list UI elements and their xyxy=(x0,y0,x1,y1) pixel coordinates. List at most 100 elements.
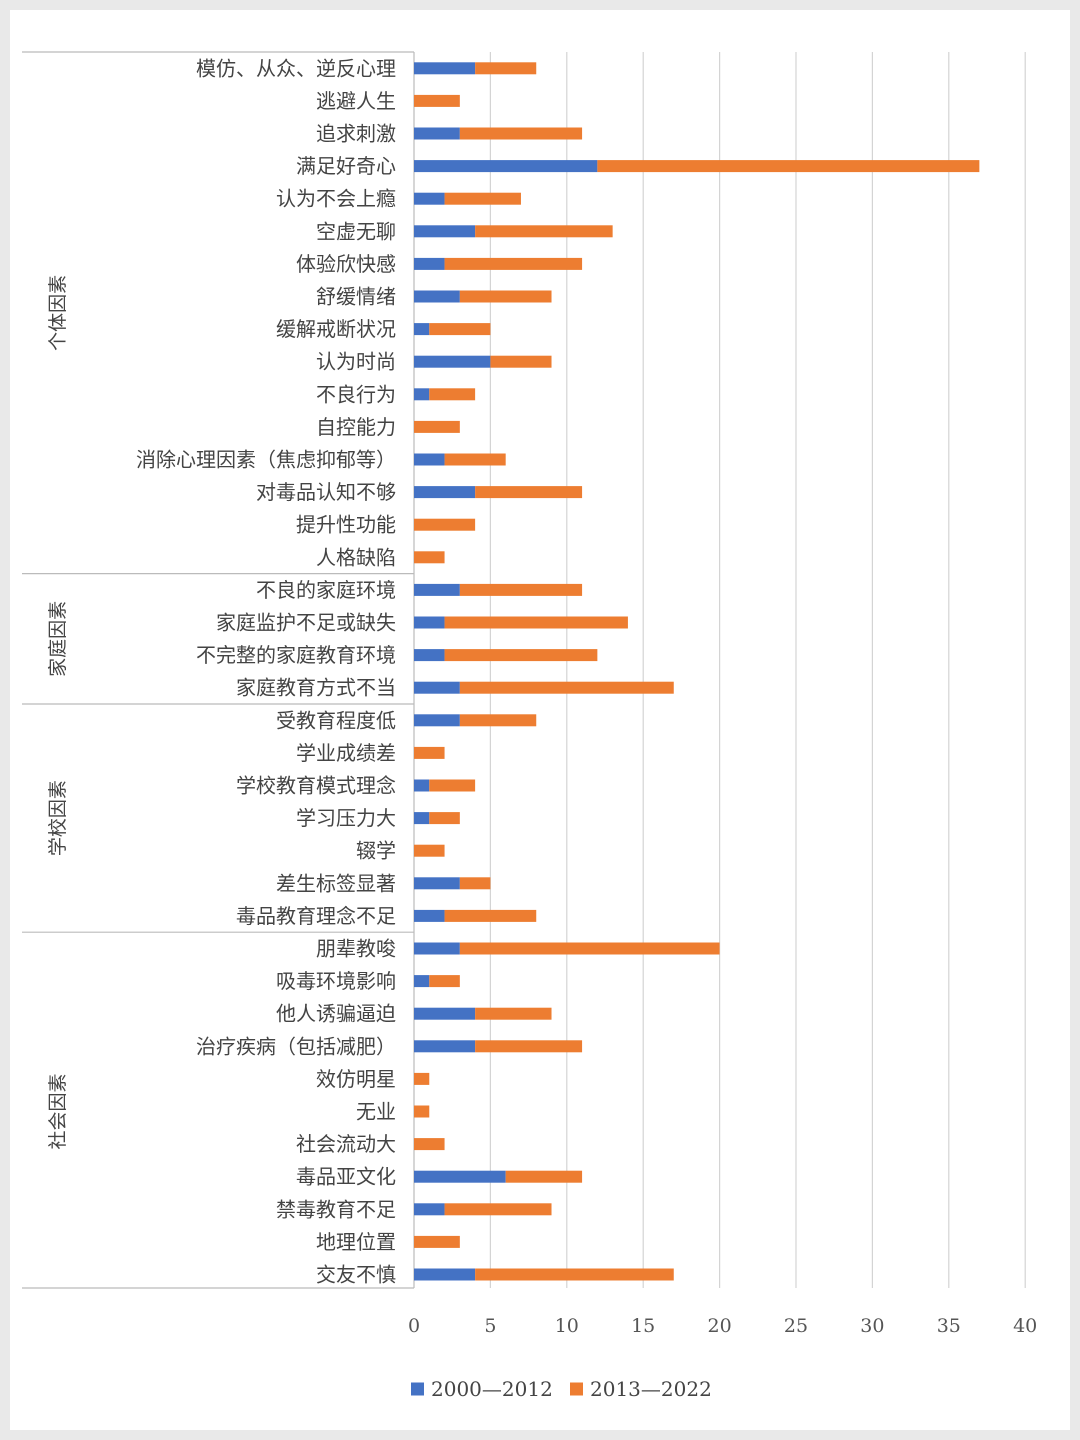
gridlines xyxy=(489,52,1026,1288)
category-label: 受教育程度低 xyxy=(276,708,396,732)
category-label: 学习压力大 xyxy=(296,806,396,830)
bar-2013-2022 xyxy=(459,681,674,694)
bar-2013-2022 xyxy=(414,551,445,564)
bar-2000-2012 xyxy=(414,583,460,596)
bar-2013-2022 xyxy=(444,909,537,922)
category-label: 人格缺陷 xyxy=(316,545,396,569)
bar-2013-2022 xyxy=(459,583,583,596)
chart-frame: 个体因素 家庭因素 学校因素 社会因素 模仿、从众、逆反心理 逃避人生 追求刺激 满足好奇心… xyxy=(10,10,1070,1430)
x-tick-label: 30 xyxy=(860,1315,884,1337)
group-label: 学校因素 xyxy=(47,780,69,856)
legend-label-2013-2022: 2013—2022 xyxy=(590,1377,712,1401)
bar-2000-2012 xyxy=(414,290,460,303)
category-label: 差生标签显著 xyxy=(276,871,396,895)
x-tick-label: 25 xyxy=(784,1315,808,1337)
category-label: 毒品教育理念不足 xyxy=(236,904,396,928)
bar-2013-2022 xyxy=(414,1072,430,1085)
bar-2013-2022 xyxy=(444,1203,552,1216)
bar-2013-2022 xyxy=(414,1105,430,1118)
bar-2013-2022 xyxy=(414,746,445,759)
bar-2000-2012 xyxy=(414,192,445,205)
x-tick-label: 10 xyxy=(555,1315,579,1337)
bar-2013-2022 xyxy=(459,127,583,140)
x-tick-label: 0 xyxy=(408,1315,420,1337)
category-label: 学业成绩差 xyxy=(296,741,396,765)
bar-2000-2012 xyxy=(414,355,491,368)
category-label: 治疗疾病（包括减肥） xyxy=(196,1034,396,1058)
category-label: 辍学 xyxy=(356,839,396,863)
bar-2000-2012 xyxy=(414,1040,476,1053)
category-label: 无业 xyxy=(356,1100,396,1124)
bar-2000-2012 xyxy=(414,257,445,270)
x-tick-label: 15 xyxy=(631,1315,655,1337)
bar-2000-2012 xyxy=(414,616,445,629)
category-label: 学校教育模式理念 xyxy=(236,774,396,798)
bar-2013-2022 xyxy=(505,1170,583,1183)
bar-2000-2012 xyxy=(414,388,430,401)
category-label: 消除心理因素（焦虑抑郁等） xyxy=(136,448,396,472)
bar-2000-2012 xyxy=(414,942,460,955)
bar-2000-2012 xyxy=(414,975,430,988)
category-label: 效仿明星 xyxy=(316,1067,396,1091)
bar-2000-2012 xyxy=(414,62,476,75)
bar-2013-2022 xyxy=(459,714,537,727)
category-label: 毒品亚文化 xyxy=(296,1165,396,1189)
bar-2013-2022 xyxy=(475,1268,674,1281)
bar-2013-2022 xyxy=(459,942,720,955)
bar-2013-2022 xyxy=(444,257,583,270)
bar-2013-2022 xyxy=(414,94,460,107)
bar-2013-2022 xyxy=(414,420,460,433)
bar-2013-2022 xyxy=(444,649,598,662)
bar-2013-2022 xyxy=(459,290,552,303)
bar-2000-2012 xyxy=(414,160,598,173)
bar-2000-2012 xyxy=(414,779,430,792)
category-label: 空虚无聊 xyxy=(316,219,396,243)
bar-2000-2012 xyxy=(414,681,460,694)
bar-2013-2022 xyxy=(429,388,476,401)
bar-2013-2022 xyxy=(475,225,613,238)
category-label: 不良行为 xyxy=(316,382,396,406)
bar-2000-2012 xyxy=(414,1203,445,1216)
bar-2013-2022 xyxy=(429,323,491,336)
category-label: 家庭监护不足或缺失 xyxy=(216,611,396,635)
category-label: 禁毒教育不足 xyxy=(276,1197,396,1221)
legend-swatch-2013-2022 xyxy=(570,1382,583,1396)
bar-2013-2022 xyxy=(444,616,628,629)
bar-2000-2012 xyxy=(414,812,430,825)
bars xyxy=(414,62,980,1281)
bar-2013-2022 xyxy=(444,192,521,205)
bar-2000-2012 xyxy=(414,1268,476,1281)
bar-2013-2022 xyxy=(429,975,460,988)
category-label: 缓解戒断状况 xyxy=(276,317,396,341)
group-label: 家庭因素 xyxy=(47,601,69,677)
category-label: 满足好奇心 xyxy=(296,154,396,178)
category-label: 认为不会上瘾 xyxy=(276,187,396,211)
bar-2013-2022 xyxy=(429,812,460,825)
bar-2013-2022 xyxy=(459,877,491,890)
bar-2000-2012 xyxy=(414,323,430,336)
category-label: 逃避人生 xyxy=(316,89,396,113)
category-label: 不完整的家庭教育环境 xyxy=(196,643,396,667)
bar-2000-2012 xyxy=(414,453,445,466)
bar-2013-2022 xyxy=(429,779,476,792)
bar-2000-2012 xyxy=(414,909,445,922)
bar-2000-2012 xyxy=(414,486,476,499)
category-label: 自控能力 xyxy=(316,415,396,439)
legend: 2000—2012 2013—2022 xyxy=(411,1377,712,1401)
category-label: 朋辈教唆 xyxy=(316,937,396,961)
x-tick-label: 40 xyxy=(1013,1315,1037,1337)
legend-label-2000-2012: 2000—2012 xyxy=(431,1377,553,1401)
category-label: 社会流动大 xyxy=(296,1132,396,1156)
bar-2000-2012 xyxy=(414,225,476,238)
category-label: 家庭教育方式不当 xyxy=(236,676,396,700)
bar-2000-2012 xyxy=(414,127,460,140)
group-label: 个体因素 xyxy=(47,275,69,351)
category-label: 交友不慎 xyxy=(316,1263,396,1287)
category-label: 追求刺激 xyxy=(316,122,396,146)
bar-2013-2022 xyxy=(597,160,980,173)
category-label: 舒缓情绪 xyxy=(316,285,396,309)
bar-2000-2012 xyxy=(414,649,445,662)
category-label: 对毒品认知不够 xyxy=(256,480,396,504)
group-label: 社会因素 xyxy=(47,1073,69,1149)
